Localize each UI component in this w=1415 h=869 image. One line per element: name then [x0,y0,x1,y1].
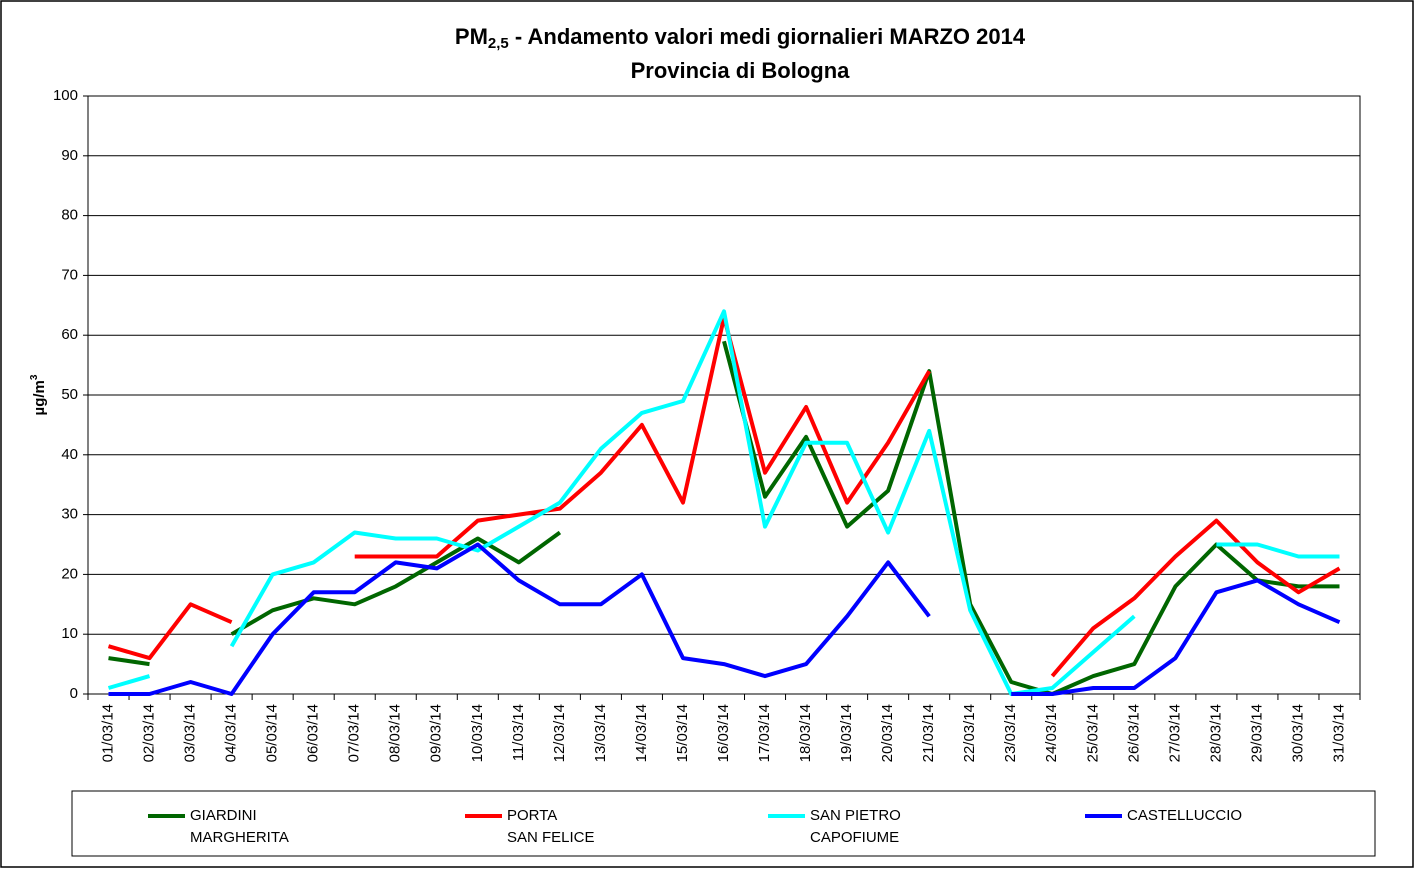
series-line [107,309,1340,696]
y-label-sup: 3 [29,374,40,380]
x-tick-label: 25/03/14 [1084,704,1101,762]
y-tick-label: 30 [61,506,78,523]
x-tick-label: 09/03/14 [428,704,445,762]
x-tick-label: 15/03/14 [674,704,691,762]
x-tick-label: 26/03/14 [1125,704,1142,762]
x-tick-label: 12/03/14 [551,704,568,762]
x-tick-label: 22/03/14 [961,704,978,762]
y-tick-label: 0 [70,685,78,702]
y-axis-label: µg/m3 [29,374,48,415]
x-tick-label: 10/03/14 [469,704,486,762]
chart-title: PM2,5 - Andamento valori medi giornalier… [455,24,1026,52]
x-tick-label: 13/03/14 [592,704,609,762]
chart-subtitle: Provincia di Bologna [631,58,851,83]
legend-label: GIARDINI MARGHERITA [190,807,289,846]
title-main: PM [455,24,488,49]
x-tick-label: 17/03/14 [756,704,773,762]
y-tick-label: 70 [61,266,78,283]
y-tick-label: 40 [61,446,78,463]
title-rest: - Andamento valori medi giornalieri MARZ… [509,24,1026,49]
x-tick-label: 07/03/14 [346,704,363,762]
y-tick-label: 80 [61,207,78,224]
legend-box [71,790,1376,857]
x-tick-label: 31/03/14 [1330,704,1347,762]
legend-label: CASTELLUCCIO [1127,807,1242,824]
x-tick-label: 06/03/14 [305,704,322,762]
y-tick-label: 100 [53,87,78,104]
y-tick-label: 20 [61,565,78,582]
x-tick-label: 11/03/14 [510,704,527,761]
x-tick-label: 23/03/14 [1002,704,1019,762]
x-tick-label: 16/03/14 [715,704,732,762]
x-tick-label: 28/03/14 [1207,704,1224,762]
title-subscript: 2,5 [488,35,509,52]
series-line [108,542,1341,696]
x-tick-label: 29/03/14 [1248,704,1265,762]
x-tick-label: 24/03/14 [1043,704,1060,762]
y-tick-label: 50 [61,386,78,403]
x-tick-label: 08/03/14 [387,704,404,762]
y-tick-label: 60 [61,326,78,343]
x-tick-label: 20/03/14 [879,704,896,762]
x-tick-label: 18/03/14 [797,704,814,762]
x-tick-label: 27/03/14 [1166,704,1183,762]
y-tick-label: 90 [61,147,78,164]
x-tick-label: 30/03/14 [1289,704,1306,762]
y-tick-label: 10 [61,625,78,642]
legend-label: PORTA SAN FELICE [507,807,595,846]
x-tick-label: 03/03/14 [182,704,199,762]
series-line [108,340,1340,696]
x-tick-label: 01/03/14 [99,704,116,762]
legend-label: SAN PIETRO CAPOFIUME [810,807,901,846]
x-tick-label: 14/03/14 [633,704,650,762]
x-tick-label: 05/03/14 [264,704,281,762]
x-tick-label: 19/03/14 [838,704,855,762]
x-tick-label: 04/03/14 [223,704,240,762]
x-tick-label: 02/03/14 [141,704,158,762]
y-label-main: µg/m [31,380,48,415]
x-tick-label: 21/03/14 [920,704,937,762]
